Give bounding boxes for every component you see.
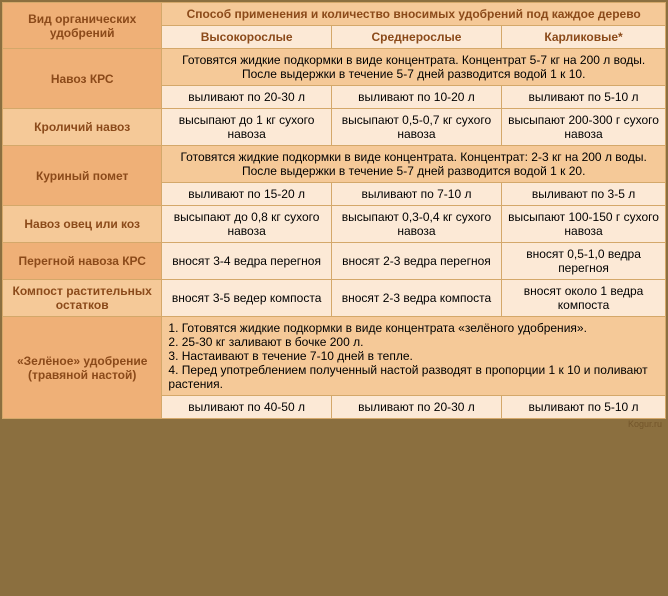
cell: высыпают 0,3-0,4 кг сухого навоза [331,206,501,243]
cell: высыпают до 1 кг сухого навоза [162,109,331,146]
header-medium: Среднерослые [331,26,501,49]
cell: вносят 2-3 ведра перегноя [331,243,501,280]
note-navoz-krs: Готовятся жидкие подкормки в виде концен… [162,49,666,86]
cell: высыпают 100-150 г сухого навоза [502,206,666,243]
note-green: 1. Готовятся жидкие подкормки в виде кон… [162,317,666,396]
cell: вносят 3-5 ведер компоста [162,280,331,317]
fertilizer-table: Вид органических удобрений Способ примен… [2,2,666,419]
row-label-rabbit: Кроличий навоз [3,109,162,146]
cell: выливают по 20-30 л [331,396,501,419]
note-chicken: Готовятся жидкие подкормки в виде концен… [162,146,666,183]
cell: выливают по 10-20 л [331,86,501,109]
cell: высыпают 200-300 г сухого навоза [502,109,666,146]
cell: выливают по 40-50 л [162,396,331,419]
cell: высыпают 0,5-0,7 кг сухого навоза [331,109,501,146]
header-method: Способ применения и количество вносимых … [162,3,666,26]
cell: выливают по 5-10 л [502,86,666,109]
cell: выливают по 3-5 л [502,183,666,206]
row-label-navoz-krs: Навоз КРС [3,49,162,109]
row-label-green: «Зелёное» удобрение (травяной настой) [3,317,162,419]
cell: вносят около 1 ведра компоста [502,280,666,317]
header-type: Вид органических удобрений [3,3,162,49]
row-label-compost: Компост растительных остатков [3,280,162,317]
cell: выливают по 5-10 л [502,396,666,419]
cell: выливают по 15-20 л [162,183,331,206]
row-label-humus: Перегной навоза КРС [3,243,162,280]
cell: выливают по 7-10 л [331,183,501,206]
watermark: Kogur.ru [2,419,666,429]
cell: высыпают до 0,8 кг сухого навоза [162,206,331,243]
cell: вносят 3-4 ведра перегноя [162,243,331,280]
cell: выливают по 20-30 л [162,86,331,109]
cell: вносят 2-3 ведра компоста [331,280,501,317]
header-tall: Высокорослые [162,26,331,49]
header-dwarf: Карликовые* [502,26,666,49]
row-label-sheep: Навоз овец или коз [3,206,162,243]
row-label-chicken: Куриный помет [3,146,162,206]
cell: вносят 0,5-1,0 ведра перегноя [502,243,666,280]
